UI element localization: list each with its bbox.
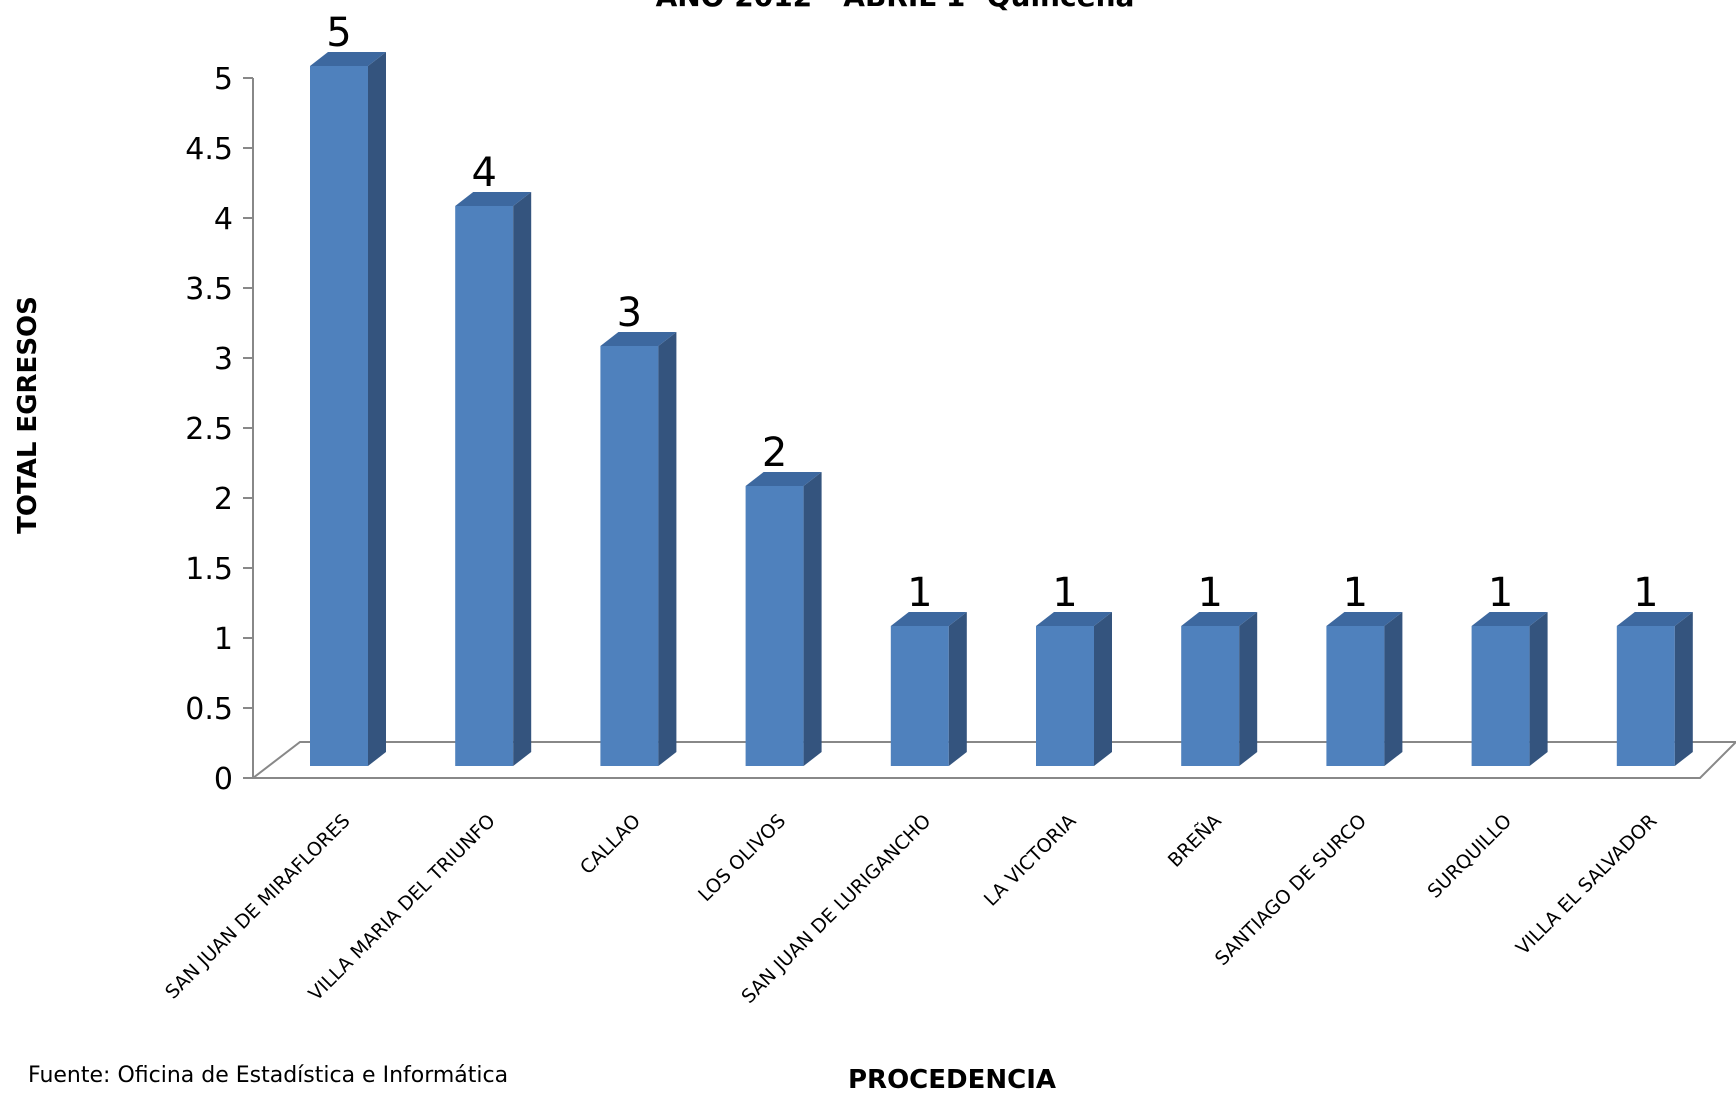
bar-top bbox=[600, 332, 677, 346]
y-tick-label: 4 bbox=[214, 202, 233, 237]
data-label: 1 bbox=[1633, 570, 1658, 616]
data-label: 1 bbox=[1052, 570, 1077, 616]
x-tick-label: CALLAO bbox=[576, 810, 645, 879]
bar bbox=[310, 66, 368, 766]
chart-title: AÑO 2012 - ABRIL 1- Quincena bbox=[656, 0, 1135, 13]
bar-top bbox=[890, 612, 967, 626]
bar bbox=[1036, 626, 1094, 766]
y-tick-label: 5 bbox=[214, 62, 233, 97]
y-tick-label: 1.5 bbox=[185, 552, 233, 587]
bar bbox=[600, 346, 659, 766]
y-tick-label: 3.5 bbox=[185, 272, 233, 307]
y-tick-label: 1 bbox=[214, 622, 233, 657]
y-tick-label: 2 bbox=[214, 482, 233, 517]
bar-side bbox=[1384, 612, 1403, 766]
data-label: 3 bbox=[617, 290, 642, 336]
y-tick-label: 3 bbox=[214, 342, 233, 377]
y-tick-label: 4.5 bbox=[185, 132, 233, 167]
bar-top bbox=[1326, 612, 1403, 626]
bar-side bbox=[1529, 612, 1548, 766]
data-label: 1 bbox=[1197, 570, 1222, 616]
bar-side bbox=[948, 612, 967, 766]
bar-top bbox=[455, 192, 532, 206]
data-label: 1 bbox=[907, 570, 932, 616]
bar-side bbox=[368, 52, 386, 766]
data-label: 5 bbox=[326, 10, 351, 56]
axes: 0 0.5 1 1.5 2 2.5 3 3.5 4 4.5 5 bbox=[185, 62, 1736, 797]
bar bbox=[890, 626, 949, 766]
bar bbox=[1326, 626, 1385, 766]
bar-side bbox=[803, 472, 822, 766]
x-tick-label: LOS OLIVOS bbox=[694, 810, 790, 906]
bar bbox=[1616, 626, 1675, 766]
y-tick-label: 2.5 bbox=[185, 412, 233, 447]
data-label: 1 bbox=[1488, 570, 1513, 616]
x-tick-label: BREÑA bbox=[1163, 809, 1226, 872]
data-label: 4 bbox=[471, 150, 496, 196]
data-label: 2 bbox=[762, 430, 787, 476]
bar bbox=[745, 486, 804, 766]
bar-side bbox=[1094, 612, 1112, 766]
x-tick-label: SANTIAGO DE SURCO bbox=[1211, 810, 1371, 970]
bar-top bbox=[1616, 612, 1693, 626]
bars bbox=[310, 52, 1693, 766]
bar bbox=[1181, 626, 1240, 766]
source-note: Fuente: Oficina de Estadística e Informá… bbox=[28, 1063, 508, 1088]
bar-top bbox=[745, 472, 822, 486]
y-tick-label: 0.5 bbox=[185, 692, 233, 727]
x-tick-label: VILLA EL SALVADOR bbox=[1512, 810, 1661, 959]
y-axis-title: TOTAL EGRESOS bbox=[13, 296, 43, 534]
bar-side bbox=[513, 192, 532, 766]
x-axis-title: PROCEDENCIA bbox=[848, 1065, 1056, 1092]
bar-side bbox=[1239, 612, 1258, 766]
floor-plane bbox=[252, 741, 1736, 779]
y-tick-label: 0 bbox=[214, 762, 233, 797]
bar-top bbox=[1181, 612, 1258, 626]
x-tick-label: SURQUILLO bbox=[1423, 810, 1516, 903]
data-label: 1 bbox=[1343, 570, 1368, 616]
bar bbox=[1471, 626, 1530, 766]
bar-top bbox=[1036, 612, 1112, 626]
bar-side bbox=[658, 332, 677, 766]
bar-side bbox=[1674, 612, 1693, 766]
bar bbox=[455, 206, 514, 766]
x-tick-label: LA VICTORIA bbox=[980, 810, 1081, 911]
bar-top bbox=[310, 52, 386, 66]
bar-top bbox=[1471, 612, 1548, 626]
